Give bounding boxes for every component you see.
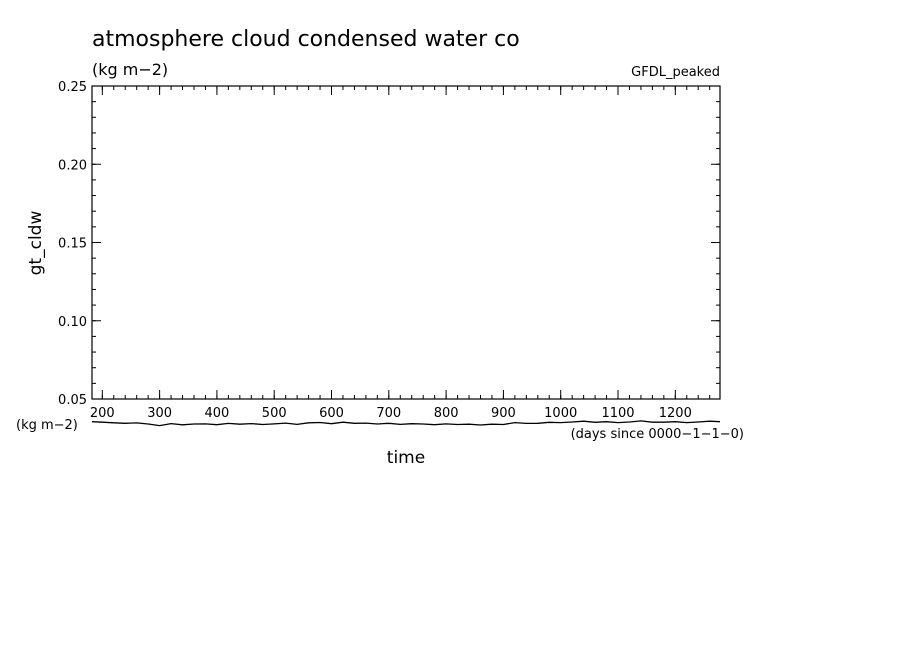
x-tick-label: 300 xyxy=(147,406,172,421)
x-tick-label: 200 xyxy=(90,406,115,421)
x-tick-label: 400 xyxy=(204,406,229,421)
y-axis: 0.05 0.10 0.15 0.20 0.25 xyxy=(58,80,720,408)
x-axis-label: time xyxy=(387,448,425,468)
x-tick-label: 500 xyxy=(262,406,287,421)
x-tick-label: 1000 xyxy=(544,406,577,421)
x-tick-label: 700 xyxy=(376,406,401,421)
x-tick-label: 900 xyxy=(491,406,516,421)
chart-title: atmosphere cloud condensed water co xyxy=(92,27,520,52)
x-tick-label: 800 xyxy=(434,406,459,421)
x-units-left: (kg m−2) xyxy=(16,418,78,433)
dataset-label: GFDL_peaked xyxy=(631,65,720,80)
y-tick-label: 0.05 xyxy=(58,393,87,408)
x-tick-label: 1100 xyxy=(601,406,634,421)
series-line xyxy=(91,420,721,427)
x-axis: 200 300 400 500 600 700 800 900 1000 1100 1200 xyxy=(90,86,711,421)
x-tick-label: 1200 xyxy=(659,406,692,421)
y-tick-label: 0.15 xyxy=(58,237,87,252)
y-tick-label: 0.10 xyxy=(58,315,87,330)
y-axis-label: gt_cldw xyxy=(26,211,46,276)
y-tick-label: 0.20 xyxy=(58,158,87,173)
plot-frame xyxy=(91,85,721,400)
x-units-right: (days since 0000−1−1−0) xyxy=(571,427,744,442)
y-tick-label: 0.25 xyxy=(58,80,87,95)
chart-units: (kg m−2) xyxy=(92,60,168,79)
x-tick-label: 600 xyxy=(319,406,344,421)
